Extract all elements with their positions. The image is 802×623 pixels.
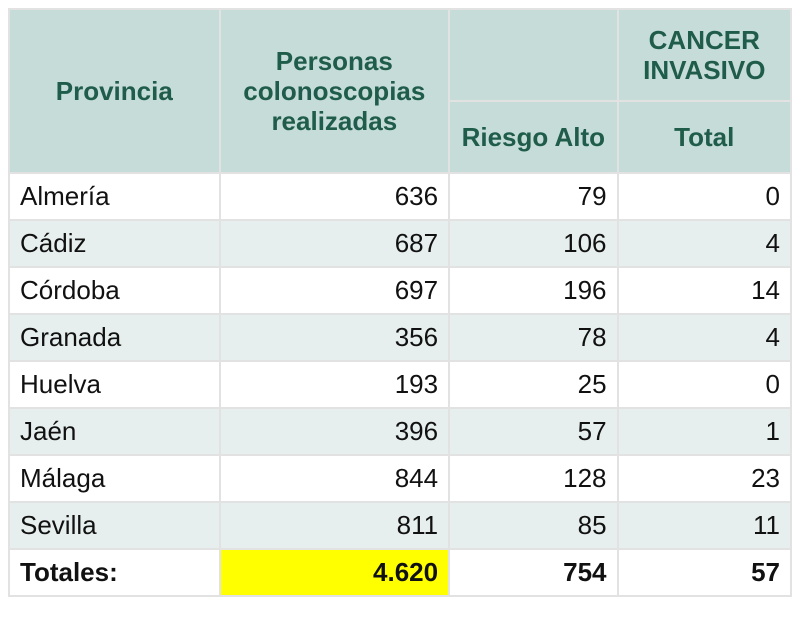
table-cell: 0 bbox=[618, 362, 790, 407]
table-cell: 79 bbox=[450, 174, 617, 219]
totals-cell: Totales: bbox=[10, 550, 219, 595]
table-cell: 0 bbox=[618, 174, 790, 219]
table-cell: 844 bbox=[220, 456, 449, 501]
table-cell: 128 bbox=[450, 456, 617, 501]
table-cell: Huelva bbox=[10, 362, 219, 407]
table-cell: 4 bbox=[618, 221, 790, 266]
header-cell: CANCER INVASIVO bbox=[618, 10, 790, 100]
table-cell: Sevilla bbox=[10, 503, 219, 548]
table-row: Málaga 844 128 23 bbox=[10, 456, 790, 501]
table-cell: Jaén bbox=[10, 409, 219, 454]
table-cell: Córdoba bbox=[10, 268, 219, 313]
table-cell: 356 bbox=[220, 315, 449, 360]
header-row: Provincia Personas colonoscopias realiza… bbox=[10, 10, 790, 172]
table-cell: 1 bbox=[618, 409, 790, 454]
table-cell: 193 bbox=[220, 362, 449, 407]
table-cell: Cádiz bbox=[10, 221, 219, 266]
table-cell: Almería bbox=[10, 174, 219, 219]
table-row: Córdoba 697 196 14 bbox=[10, 268, 790, 313]
header-cell: Riesgo Alto bbox=[450, 102, 617, 172]
table-cell: 106 bbox=[450, 221, 617, 266]
table-cell: 196 bbox=[450, 268, 617, 313]
table-cell: 11 bbox=[618, 503, 790, 548]
table-row: Huelva 193 25 0 bbox=[10, 362, 790, 407]
table-cell: 4 bbox=[618, 315, 790, 360]
header-cell: Provincia bbox=[10, 10, 219, 172]
table-cell: Málaga bbox=[10, 456, 219, 501]
table-row: Granada 356 78 4 bbox=[10, 315, 790, 360]
totals-row: Totales: 4.620 754 57 bbox=[10, 550, 790, 595]
table-cell: 811 bbox=[220, 503, 449, 548]
table-cell: 636 bbox=[220, 174, 449, 219]
totals-cell: 754 bbox=[450, 550, 617, 595]
header-row: Riesgo Alto Total bbox=[10, 102, 790, 172]
table-body: Almería 636 79 0 Cádiz 687 106 4 Córdoba 697 196 14… bbox=[10, 174, 790, 595]
header-cell: Total bbox=[618, 102, 790, 172]
table-row: Cádiz 687 106 4 bbox=[10, 221, 790, 266]
table-cell: 57 bbox=[450, 409, 617, 454]
table-cell: 14 bbox=[618, 268, 790, 313]
table-cell: 78 bbox=[450, 315, 617, 360]
table-row: Almería 636 79 0 bbox=[10, 174, 790, 219]
header-cell bbox=[450, 10, 617, 100]
totals-cell: 4.620 bbox=[220, 550, 449, 595]
table-cell: 25 bbox=[450, 362, 617, 407]
totals-cell: 57 bbox=[618, 550, 790, 595]
header-cell: Personas colonoscopias realizadas bbox=[220, 10, 449, 172]
table-cell: Granada bbox=[10, 315, 219, 360]
table-cell: 23 bbox=[618, 456, 790, 501]
table-row: Sevilla 811 85 11 bbox=[10, 503, 790, 548]
table-cell: 85 bbox=[450, 503, 617, 548]
table-cell: 396 bbox=[220, 409, 449, 454]
table-cell: 697 bbox=[220, 268, 449, 313]
table-cell: 687 bbox=[220, 221, 449, 266]
data-table: Provincia Personas colonoscopias realiza… bbox=[8, 8, 792, 597]
table-row: Jaén 396 57 1 bbox=[10, 409, 790, 454]
